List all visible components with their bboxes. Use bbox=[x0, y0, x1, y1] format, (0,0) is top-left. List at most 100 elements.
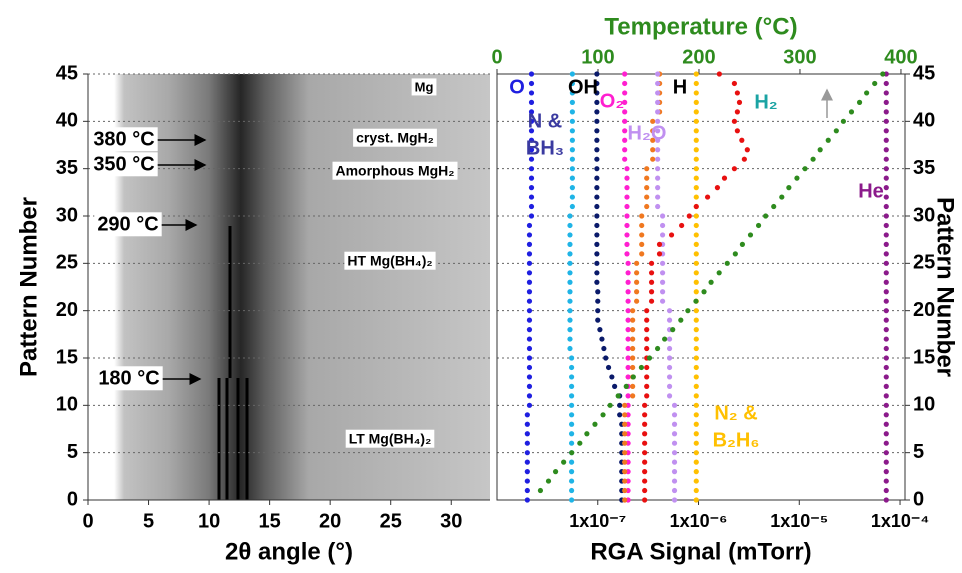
data-point bbox=[644, 383, 650, 389]
data-point bbox=[567, 241, 573, 247]
data-point bbox=[622, 497, 628, 503]
annotation-text: 180 °C bbox=[98, 367, 159, 389]
data-point bbox=[624, 166, 630, 172]
annotation-text: 380 °C bbox=[93, 128, 154, 150]
data-point bbox=[659, 232, 666, 238]
data-point bbox=[622, 469, 628, 475]
data-point bbox=[659, 279, 666, 285]
data-point bbox=[528, 213, 535, 219]
data-point bbox=[528, 156, 535, 162]
data-point bbox=[732, 251, 738, 257]
data-point bbox=[622, 412, 628, 418]
data-point bbox=[630, 393, 636, 399]
data-point bbox=[644, 203, 650, 210]
series bbox=[594, 71, 625, 503]
annotation-box bbox=[344, 251, 436, 270]
data-point bbox=[671, 487, 678, 494]
annotation: LT Mg(BH₄)₂ bbox=[345, 429, 435, 448]
data-point bbox=[630, 327, 636, 333]
y-tick-label: 15 bbox=[913, 346, 935, 368]
data-point bbox=[671, 402, 678, 408]
data-point bbox=[693, 71, 699, 77]
data-point bbox=[567, 317, 573, 323]
data-point bbox=[600, 412, 606, 418]
data-point bbox=[693, 260, 699, 266]
data-point bbox=[883, 308, 889, 314]
data-point bbox=[594, 156, 600, 162]
x-tick-label: 0 bbox=[82, 510, 93, 532]
data-point bbox=[639, 232, 645, 238]
data-point bbox=[569, 450, 575, 456]
data-point bbox=[630, 355, 636, 361]
data-point bbox=[693, 402, 699, 408]
data-point bbox=[701, 289, 707, 295]
data-point bbox=[825, 137, 831, 143]
data-point bbox=[528, 128, 535, 134]
data-point bbox=[622, 156, 628, 162]
data-point bbox=[630, 364, 636, 371]
data-point bbox=[528, 175, 535, 181]
data-point bbox=[569, 80, 575, 87]
data-point bbox=[655, 147, 661, 153]
data-point bbox=[693, 478, 699, 484]
data-point bbox=[625, 279, 631, 285]
data-point bbox=[526, 336, 533, 342]
data-point bbox=[625, 260, 631, 266]
data-point bbox=[642, 421, 648, 427]
annotation: 380 °C bbox=[90, 127, 207, 152]
data-point bbox=[594, 175, 600, 181]
data-point bbox=[744, 147, 750, 153]
data-point bbox=[731, 80, 737, 87]
data-point bbox=[622, 459, 628, 465]
data-point bbox=[883, 450, 889, 456]
data-point bbox=[625, 289, 631, 295]
data-point bbox=[666, 317, 673, 323]
data-point bbox=[625, 298, 631, 304]
data-point bbox=[714, 185, 721, 191]
data-point bbox=[655, 203, 661, 210]
data-point bbox=[883, 317, 889, 323]
data-point bbox=[594, 270, 600, 276]
data-point bbox=[883, 327, 889, 333]
data-point bbox=[524, 421, 530, 427]
y-tick-label: 20 bbox=[56, 299, 78, 321]
data-point bbox=[630, 383, 636, 389]
annotation-box bbox=[90, 127, 158, 152]
annotation-text: LT Mg(BH₄)₂ bbox=[349, 431, 432, 447]
y-tick-label: 35 bbox=[56, 157, 78, 179]
y-tick-label: 30 bbox=[56, 204, 78, 226]
data-point bbox=[569, 166, 575, 172]
data-point bbox=[644, 327, 650, 333]
data-point bbox=[771, 203, 777, 210]
data-point bbox=[659, 298, 666, 304]
data-point bbox=[693, 487, 699, 494]
data-point bbox=[671, 431, 678, 437]
data-point bbox=[642, 450, 648, 456]
data-point bbox=[622, 450, 628, 456]
y-tick-label: 10 bbox=[913, 394, 935, 416]
data-point bbox=[648, 270, 655, 276]
y-tick-label: 5 bbox=[913, 441, 924, 463]
data-point bbox=[883, 137, 889, 143]
data-point bbox=[693, 185, 699, 191]
data-point bbox=[567, 289, 573, 295]
data-point bbox=[656, 241, 663, 247]
series-label: BH₃ bbox=[526, 137, 564, 159]
data-point bbox=[666, 308, 673, 314]
data-point bbox=[736, 99, 743, 105]
data-point bbox=[639, 241, 645, 247]
series-label: O bbox=[509, 76, 525, 98]
data-point bbox=[678, 317, 684, 323]
data-point bbox=[644, 393, 650, 399]
data-point bbox=[622, 128, 628, 134]
annotation-box bbox=[95, 366, 163, 391]
data-point bbox=[545, 478, 552, 484]
data-point bbox=[883, 440, 889, 446]
data-point bbox=[624, 213, 630, 219]
data-point bbox=[655, 185, 661, 191]
x-tick-label: 5 bbox=[143, 510, 154, 532]
data-point bbox=[642, 402, 648, 408]
series bbox=[693, 71, 699, 503]
data-point bbox=[526, 374, 533, 380]
data-point bbox=[584, 431, 590, 437]
